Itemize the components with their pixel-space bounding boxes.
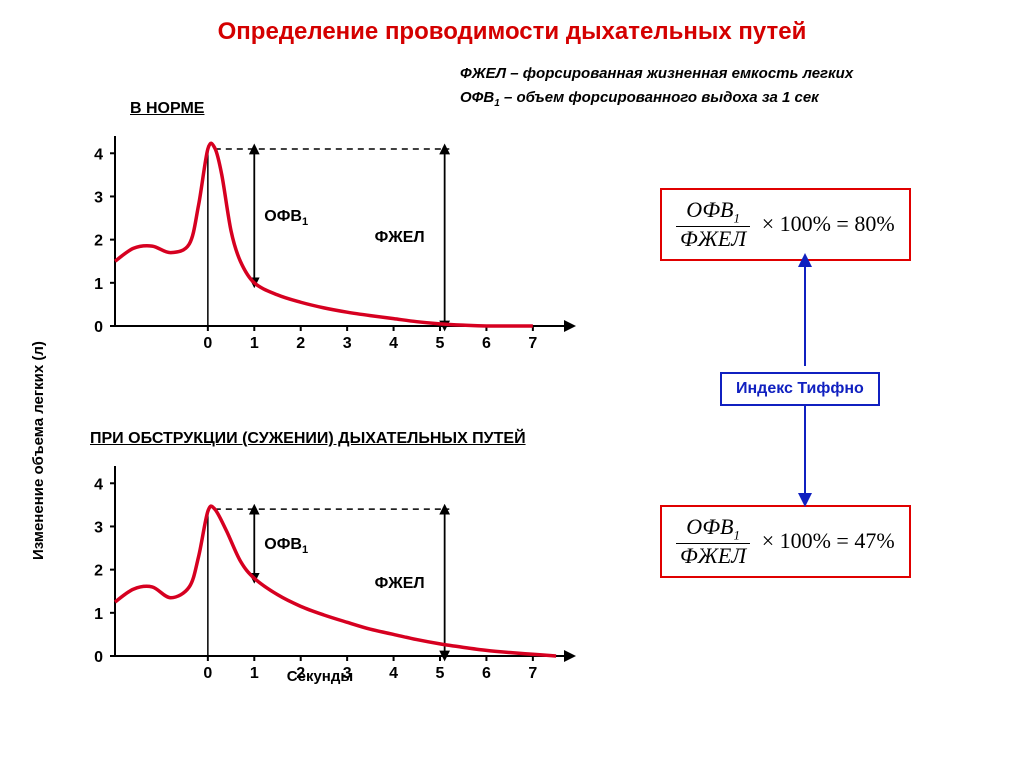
chart-normal-heading: В НОРМЕ <box>130 100 580 118</box>
svg-text:1: 1 <box>94 606 103 623</box>
chart-normal-svg: 0 1 2 3 4 0 1 2 3 4 5 6 7 <box>60 126 580 356</box>
x-axis-label: Секунды <box>60 668 580 685</box>
formula-obstruction: ОФВ1 ФЖЕЛ × 100% = 47% <box>660 505 911 578</box>
formula-normal: ОФВ1 ФЖЕЛ × 100% = 80% <box>660 188 911 261</box>
annotation-ofv1-normal: ОФВ1 <box>264 208 308 228</box>
svg-text:4: 4 <box>94 476 103 493</box>
chart-obstruction-block: ПРИ ОБСТРУКЦИИ (СУЖЕНИИ) ДЫХАТЕЛЬНЫХ ПУТ… <box>60 430 580 720</box>
chart-obstruction-heading: ПРИ ОБСТРУКЦИИ (СУЖЕНИИ) ДЫХАТЕЛЬНЫХ ПУТ… <box>90 430 580 448</box>
annotation-fvc-normal: ФЖЕЛ <box>375 229 425 247</box>
svg-text:4: 4 <box>94 146 103 163</box>
svg-text:1: 1 <box>250 335 259 352</box>
svg-text:1: 1 <box>94 276 103 293</box>
svg-text:0: 0 <box>94 649 103 666</box>
annotation-fvc-obstruction: ФЖЕЛ <box>375 575 425 593</box>
svg-text:4: 4 <box>389 335 398 352</box>
svg-text:6: 6 <box>482 335 491 352</box>
svg-text:2: 2 <box>94 233 103 250</box>
svg-text:3: 3 <box>343 335 352 352</box>
svg-text:2: 2 <box>94 563 103 580</box>
svg-text:7: 7 <box>528 335 537 352</box>
svg-text:0: 0 <box>94 319 103 336</box>
svg-text:5: 5 <box>436 335 445 352</box>
annotation-ofv1-obstruction: ОФВ1 <box>264 536 308 556</box>
svg-text:3: 3 <box>94 189 103 206</box>
svg-text:3: 3 <box>94 519 103 536</box>
def-fvc: ФЖЕЛ – форсированная жизненная емкость л… <box>460 62 853 86</box>
page-title: Определение проводимости дыхательных пут… <box>0 18 1024 46</box>
connecting-arrow <box>795 252 815 512</box>
svg-text:2: 2 <box>296 335 305 352</box>
svg-text:0: 0 <box>203 335 212 352</box>
chart-normal-block: В НОРМЕ 0 1 2 3 4 0 1 2 3 4 5 6 7 ОФВ1 ФЖЕЛ <box>60 100 580 390</box>
y-axis-label: Изменение объема легких (л) <box>30 341 47 560</box>
chart-obstruction-svg: 0123401234567 <box>60 456 580 686</box>
